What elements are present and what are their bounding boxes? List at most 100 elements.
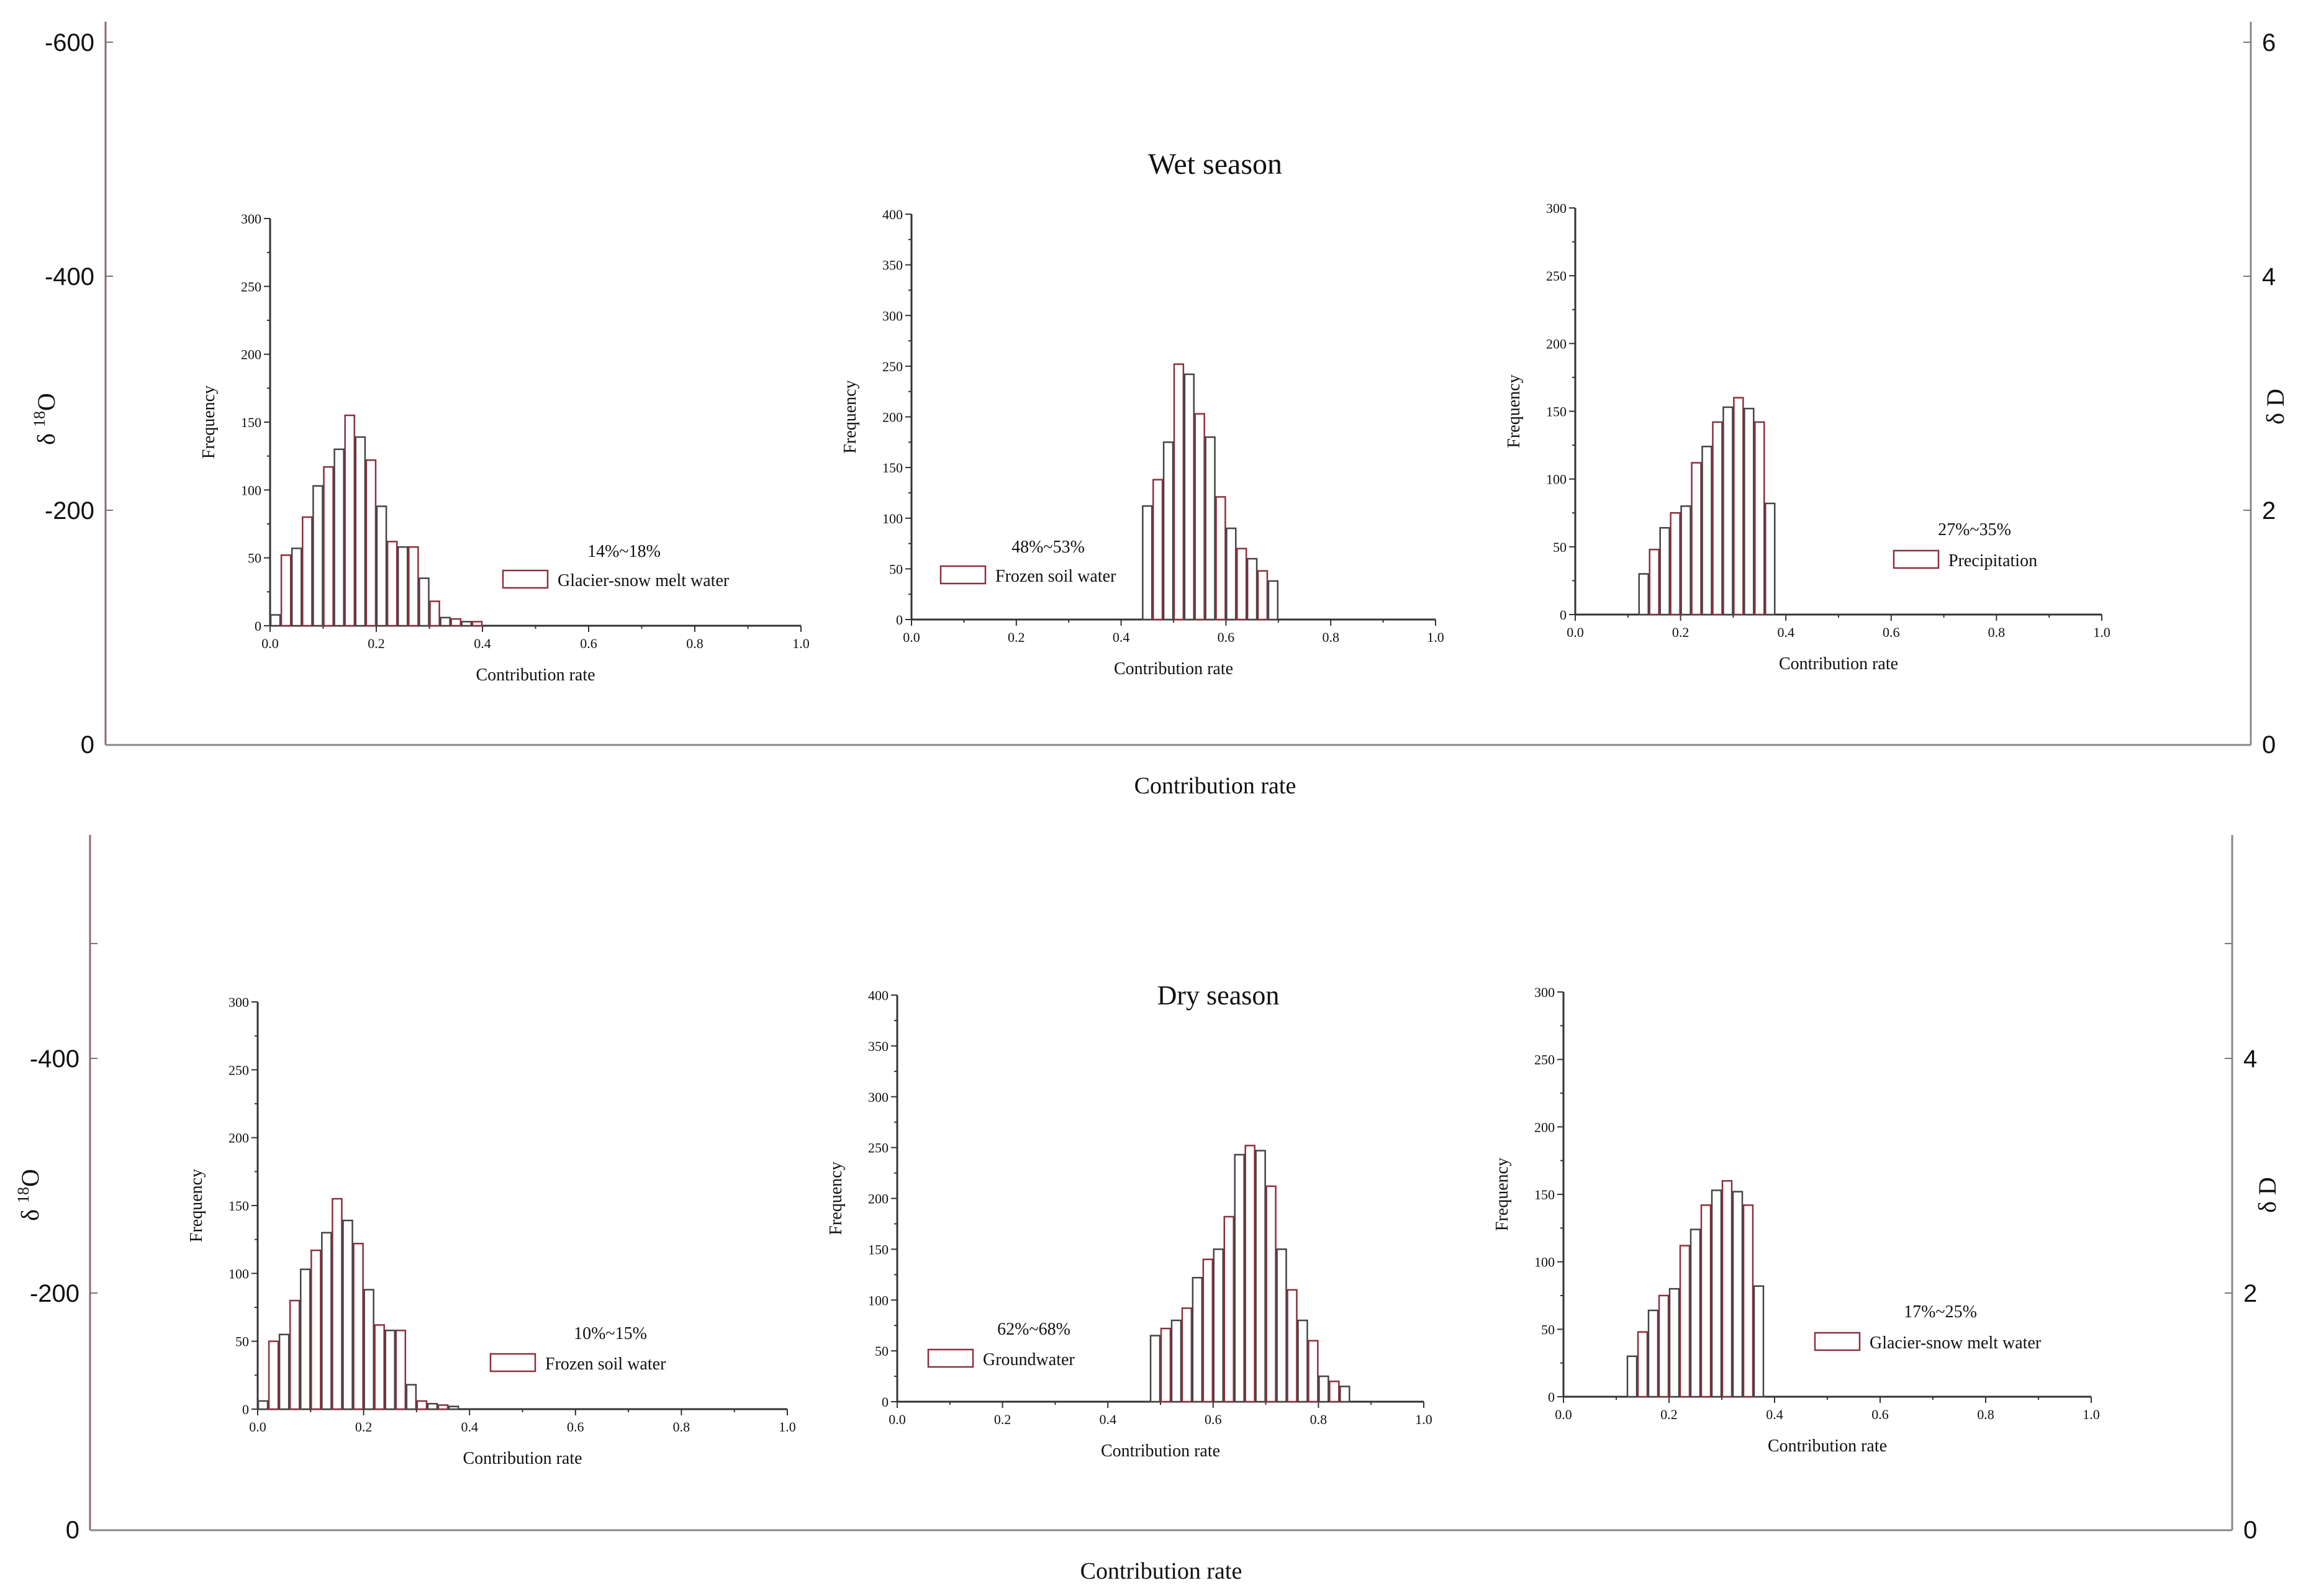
dry-season-title: Dry season	[1157, 980, 1280, 1011]
histogram-bar	[1213, 1248, 1224, 1403]
x-tick-label: 0.4	[474, 636, 491, 651]
y-tick-label: 250	[241, 279, 261, 294]
x-tick-label: 1.0	[2083, 1407, 2100, 1422]
y-axis-label: Frequency	[1493, 1158, 1512, 1231]
wet-season-frame: -600 -400 -200 0 6 4 2 0 δ18O δ D Wet se…	[30, 22, 2289, 799]
legend-swatch	[489, 1353, 536, 1373]
range-annotation: 48%~53%	[1011, 538, 1085, 557]
x-tick-label: 0.6	[1218, 629, 1235, 645]
histogram-bar	[1722, 406, 1734, 616]
y-tick-label: 150	[241, 415, 261, 430]
dry-left-tick-0: -400	[30, 1045, 79, 1073]
x-tick-label: 0.2	[994, 1412, 1011, 1427]
histogram-bar	[1202, 1258, 1214, 1403]
y-tick-label: 250	[882, 359, 903, 374]
histogram-bar	[429, 600, 440, 627]
legend-swatch	[502, 569, 549, 589]
y-tick-label: 0	[882, 1394, 889, 1410]
histogram-bar	[1637, 1331, 1649, 1398]
histogram-bar	[397, 546, 409, 627]
histogram-bar	[1149, 1335, 1161, 1403]
histogram-bar	[257, 1400, 269, 1410]
x-tick-label: 1.0	[779, 1419, 796, 1435]
legend-swatch	[939, 565, 987, 585]
y-tick-label: 50	[1553, 539, 1567, 555]
histogram-bar	[1162, 441, 1174, 621]
y-tick-label: 150	[1546, 404, 1567, 420]
y-tick-label: 150	[228, 1198, 249, 1214]
y-tick-label: 100	[868, 1292, 889, 1308]
y-tick-label: 400	[882, 207, 903, 222]
histogram-bar	[1712, 421, 1723, 616]
legend-swatch	[1893, 549, 1940, 569]
histogram-panel-4: 0 50 100 150 200 250 300 0.0 0.2 0.4 0.6 0.8 1.0 Cont…	[187, 994, 796, 1468]
histogram-bar	[1173, 363, 1185, 621]
x-tick-label: 0.2	[368, 636, 385, 651]
histogram-bar	[365, 459, 377, 627]
histogram-bar	[1244, 1145, 1255, 1403]
histogram-bar	[416, 1400, 428, 1410]
histogram-bar	[461, 621, 473, 627]
y-tick-label: 200	[868, 1191, 889, 1207]
histogram-bar	[302, 516, 313, 627]
x-tick-label: 0.8	[673, 1419, 690, 1435]
x-tick-label: 0.0	[903, 629, 920, 645]
histogram-bar	[299, 1268, 311, 1410]
y-tick-label: 0	[896, 612, 903, 628]
legend-label: Frozen soil water	[545, 1355, 666, 1374]
y-tick-label: 200	[1546, 336, 1567, 351]
histogram-bar	[321, 1232, 332, 1410]
y-axis-label: Frequency	[826, 1161, 846, 1235]
y-axis-label: Frequency	[187, 1169, 206, 1242]
y-tick-label: 250	[868, 1140, 889, 1156]
histogram-bar	[408, 546, 419, 627]
wet-outer-xlabel: Contribution rate	[1134, 773, 1296, 799]
histogram-bar	[1668, 1287, 1680, 1398]
y-tick-label: 250	[228, 1062, 249, 1078]
histogram-bar	[332, 1197, 343, 1410]
histogram-bar	[1670, 512, 1681, 616]
histogram-bar	[1754, 421, 1765, 616]
y-tick-label: 300	[868, 1089, 889, 1105]
x-tick-label: 0.4	[1766, 1407, 1783, 1422]
x-tick-label: 1.0	[2093, 624, 2110, 640]
x-axis-label: Contribution rate	[476, 665, 595, 685]
y-tick-label: 50	[235, 1334, 249, 1350]
histogram-bar	[1215, 496, 1226, 621]
y-tick-label: 100	[882, 511, 903, 526]
x-tick-label: 0.4	[1777, 624, 1794, 640]
histogram-bar	[1308, 1340, 1319, 1403]
histogram-bar	[1297, 1319, 1308, 1403]
histogram-bar	[1246, 557, 1258, 621]
wet-season-title: Wet season	[1148, 148, 1282, 181]
histogram-bar	[1691, 462, 1702, 616]
y-tick-label: 150	[1534, 1187, 1555, 1202]
histogram-bar	[344, 414, 356, 627]
x-tick-label: 0.8	[1977, 1407, 1994, 1422]
y-tick-label: 200	[228, 1130, 249, 1146]
histogram-bar	[1649, 548, 1660, 616]
legend-swatch	[927, 1348, 974, 1368]
y-axis-label: Frequency	[199, 385, 219, 459]
histogram-panel-3: 0 50 100 150 200 250 300 0.0 0.2 0.4 0.6 0.8 1.0 Cont…	[1504, 201, 2110, 674]
x-tick-label: 0.8	[1322, 629, 1339, 645]
wet-right-tick-3: 0	[2262, 731, 2276, 759]
dry-right-tick-1: 2	[2243, 1280, 2257, 1307]
y-tick-label: 300	[882, 308, 903, 323]
legend-swatch	[1814, 1332, 1861, 1351]
histogram-bar	[1265, 1185, 1277, 1403]
wet-right-axis-label: δ D	[2261, 389, 2289, 425]
histogram-bar	[1160, 1327, 1172, 1403]
histogram-bar	[1626, 1355, 1638, 1398]
wet-right-tick-1: 4	[2262, 263, 2276, 291]
x-axis-label: Contribution rate	[1101, 1441, 1220, 1461]
histogram-bar	[1679, 1245, 1691, 1398]
histogram-bar	[1659, 527, 1670, 616]
histogram-bar	[1700, 1204, 1712, 1398]
histogram-bar	[427, 1403, 438, 1410]
histogram-bar	[1181, 1307, 1193, 1403]
x-tick-label: 0.4	[1113, 629, 1130, 645]
histogram-bar	[395, 1329, 407, 1410]
y-tick-label: 350	[882, 258, 903, 273]
dry-right-axis-label: δ D	[2253, 1177, 2281, 1213]
